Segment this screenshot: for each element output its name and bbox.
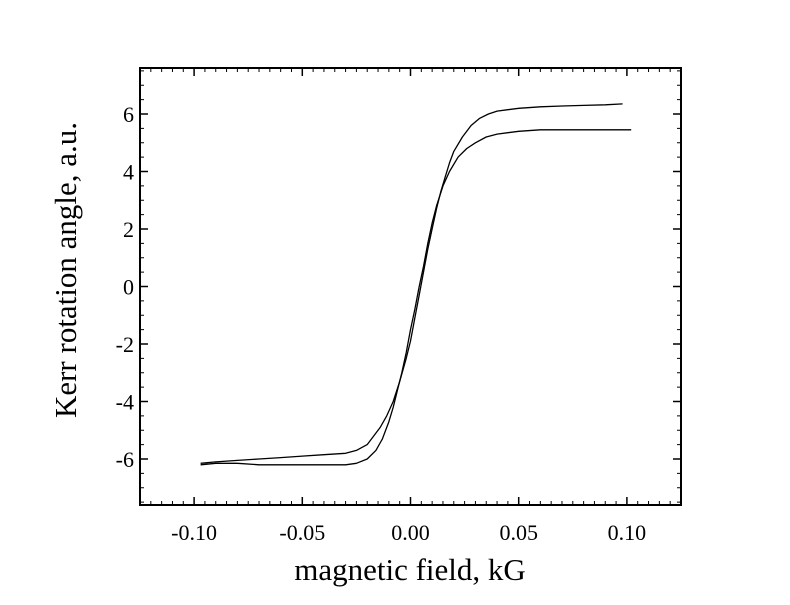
- axis-ticks: [140, 68, 681, 505]
- y-axis-title: Kerr rotation angle, a.u.: [48, 122, 83, 418]
- y-tick-label: -2: [116, 332, 134, 357]
- descending-branch-line: [200, 129, 632, 466]
- tick-labels: -0.10 -0.05 0.00 0.05 0.10 -6 -4 -2 0 2 4 6: [116, 102, 646, 545]
- y-tick-label: -4: [116, 390, 134, 415]
- x-tick-label: 0.00: [391, 520, 430, 545]
- ascending-branch-line: [200, 103, 623, 464]
- plot-frame: [139, 67, 682, 506]
- data-series: [200, 103, 632, 466]
- y-tick-label: 0: [123, 275, 134, 300]
- y-tick-label: 2: [123, 217, 134, 242]
- y-tick-label: -6: [116, 447, 134, 472]
- x-tick-label: 0.05: [499, 520, 538, 545]
- y-tick-label: 6: [123, 102, 134, 127]
- x-tick-label: -0.10: [171, 520, 217, 545]
- x-axis-title: magnetic field, kG: [294, 552, 526, 587]
- y-tick-label: 4: [123, 160, 134, 185]
- x-tick-label: 0.10: [608, 520, 647, 545]
- x-tick-label: -0.05: [279, 520, 325, 545]
